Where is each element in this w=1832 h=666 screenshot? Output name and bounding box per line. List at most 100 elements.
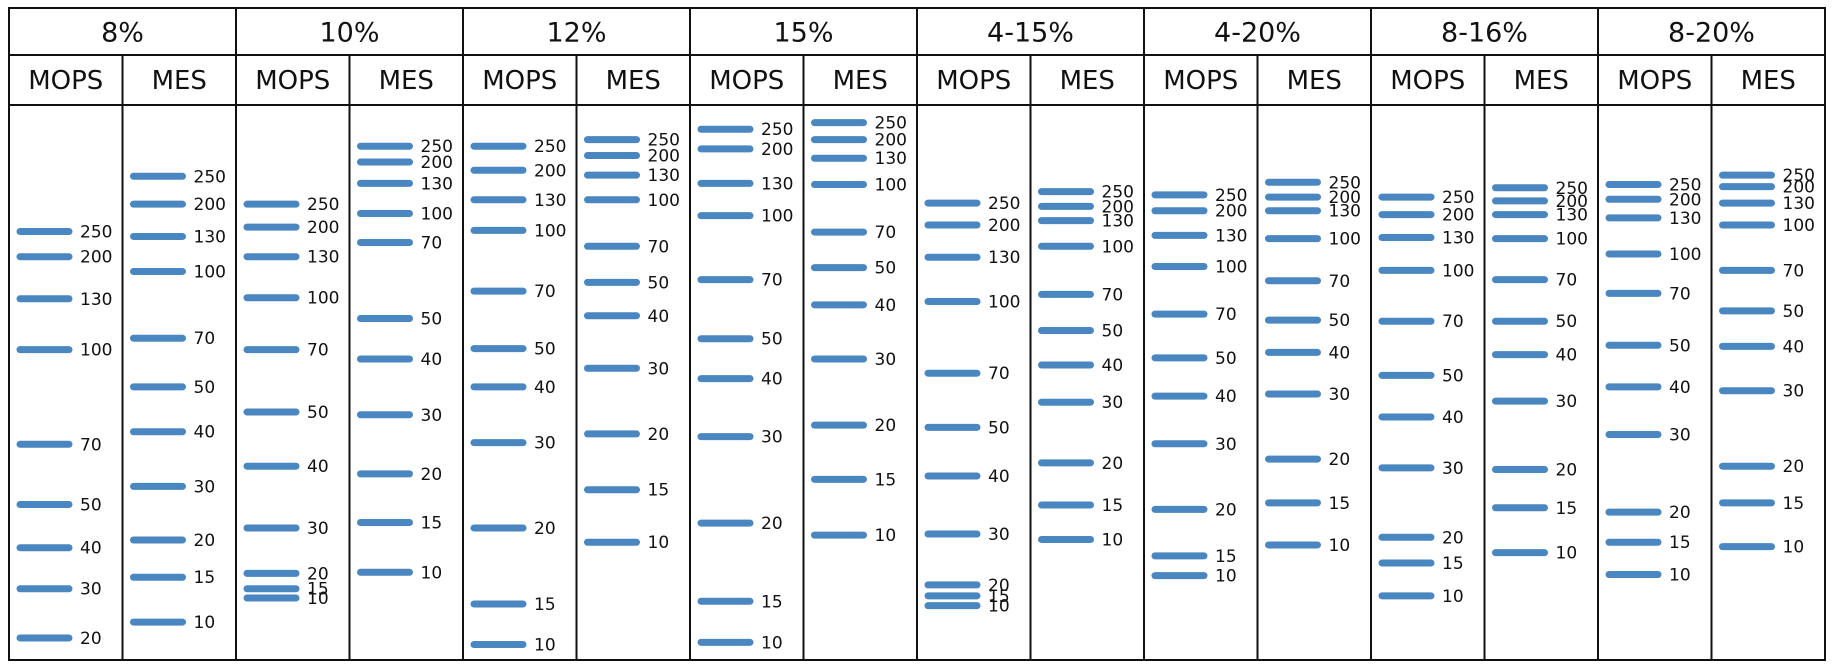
- band-size-label: 50: [761, 330, 783, 350]
- band-size-label: 130: [1783, 194, 1815, 214]
- band-size-label: 70: [1329, 272, 1351, 292]
- band-size-label: 130: [875, 149, 907, 169]
- band-size-label: 40: [1442, 408, 1464, 428]
- band-size-label: 50: [1329, 311, 1351, 331]
- band-size-label: 130: [1215, 226, 1247, 246]
- band-size-label: 200: [1556, 192, 1588, 212]
- band-size-label: 15: [875, 470, 897, 490]
- band-size-label: 20: [80, 629, 102, 649]
- band-size-label: 20: [761, 514, 783, 534]
- band-size-label: 100: [194, 262, 226, 282]
- band-size-label: 10: [761, 633, 783, 653]
- band-size-label: 40: [761, 370, 783, 390]
- band-size-label: 250: [1329, 173, 1361, 193]
- band-size-label: 70: [761, 271, 783, 291]
- gel-column: 10%MOPS25020013010070504030201510MES2502…: [243, 18, 453, 609]
- band-size-label: 15: [1329, 494, 1351, 514]
- band-size-label: 15: [1215, 547, 1237, 567]
- band-size-label: 10: [534, 636, 556, 656]
- band-size-label: 20: [421, 465, 443, 485]
- buffer-lane-header: MES: [1060, 66, 1115, 96]
- band-size-label: 200: [1669, 190, 1701, 210]
- band-size-label: 200: [1442, 206, 1474, 226]
- buffer-lane-header: MES: [1514, 66, 1569, 96]
- band-size-label: 30: [534, 434, 556, 454]
- band-size-label: 250: [80, 223, 112, 243]
- band-size-label: 200: [534, 161, 566, 181]
- band-size-label: 30: [1669, 425, 1691, 445]
- band-size-label: 200: [875, 131, 907, 151]
- band-size-label: 200: [194, 195, 226, 215]
- buffer-lane-header: MES: [152, 66, 207, 96]
- band-size-label: 70: [1442, 312, 1464, 332]
- band-size-label: 30: [194, 477, 216, 497]
- band-size-label: 100: [988, 293, 1020, 313]
- band-size-label: 30: [648, 359, 670, 379]
- band-size-label: 250: [194, 167, 226, 187]
- band-size-label: 40: [1215, 387, 1237, 407]
- band-size-label: 250: [534, 137, 566, 157]
- band-size-label: 70: [648, 237, 670, 257]
- band-size-label: 200: [421, 153, 453, 173]
- band-size-label: 200: [761, 140, 793, 160]
- band-size-label: 70: [534, 282, 556, 302]
- band-size-label: 200: [1102, 197, 1134, 217]
- band-size-label: 70: [1783, 261, 1805, 281]
- band-size-label: 250: [1102, 183, 1134, 203]
- band-size-label: 10: [988, 597, 1010, 617]
- band-size-label: 20: [307, 564, 329, 584]
- gel-percentage-header: 12%: [546, 18, 606, 49]
- band-size-label: 130: [1556, 206, 1588, 226]
- buffer-lane-header: MES: [606, 66, 661, 96]
- gel-percentage-header: 15%: [773, 18, 833, 49]
- band-size-label: 100: [1215, 258, 1247, 278]
- band-size-label: 50: [421, 310, 443, 330]
- band-size-label: 130: [648, 166, 680, 186]
- band-size-label: 250: [1669, 175, 1701, 195]
- band-size-label: 70: [875, 223, 897, 243]
- band-size-label: 15: [761, 592, 783, 612]
- band-size-label: 130: [1442, 229, 1474, 249]
- band-size-label: 50: [80, 495, 102, 515]
- band-size-label: 10: [194, 613, 216, 633]
- band-size-label: 200: [80, 248, 112, 268]
- band-size-label: 100: [421, 204, 453, 224]
- band-size-label: 200: [988, 216, 1020, 236]
- buffer-lane-header: MES: [1287, 66, 1342, 96]
- buffer-lane-header: MOPS: [1163, 66, 1238, 96]
- band-size-label: 250: [875, 114, 907, 134]
- band-size-label: 250: [1783, 166, 1815, 186]
- band-size-label: 50: [194, 378, 216, 398]
- band-size-label: 70: [1669, 284, 1691, 304]
- band-size-label: 50: [1783, 302, 1805, 322]
- band-size-label: 250: [1442, 188, 1474, 208]
- band-size-label: 10: [1329, 536, 1351, 556]
- gel-percentage-header: 4-15%: [987, 18, 1074, 49]
- band-size-label: 70: [988, 364, 1010, 384]
- band-size-label: 15: [648, 481, 670, 501]
- gel-column: 8-20%MOPS25020013010070504030201510MES25…: [1605, 18, 1815, 585]
- band-size-label: 100: [875, 175, 907, 195]
- gel-percentage-header: 8-20%: [1668, 18, 1755, 49]
- band-size-label: 130: [1102, 212, 1134, 232]
- band-size-label: 30: [80, 580, 102, 600]
- band-size-label: 10: [648, 533, 670, 553]
- band-size-label: 10: [1669, 565, 1691, 585]
- buffer-lane-header: MES: [833, 66, 888, 96]
- band-size-label: 15: [988, 587, 1010, 607]
- band-size-label: 130: [194, 227, 226, 247]
- band-size-label: 40: [534, 378, 556, 398]
- band-size-label: 200: [1783, 178, 1815, 198]
- band-size-label: 100: [534, 221, 566, 241]
- band-size-label: 130: [1669, 209, 1701, 229]
- band-size-label: 100: [648, 191, 680, 211]
- band-size-label: 50: [534, 340, 556, 360]
- band-size-label: 70: [421, 233, 443, 253]
- buffer-lane-header: MOPS: [482, 66, 557, 96]
- band-size-label: 30: [1783, 382, 1805, 402]
- band-size-label: 130: [761, 174, 793, 194]
- band-size-label: 40: [307, 457, 329, 477]
- band-size-label: 100: [1102, 237, 1134, 257]
- band-size-label: 40: [1329, 343, 1351, 363]
- band-size-label: 200: [307, 218, 339, 238]
